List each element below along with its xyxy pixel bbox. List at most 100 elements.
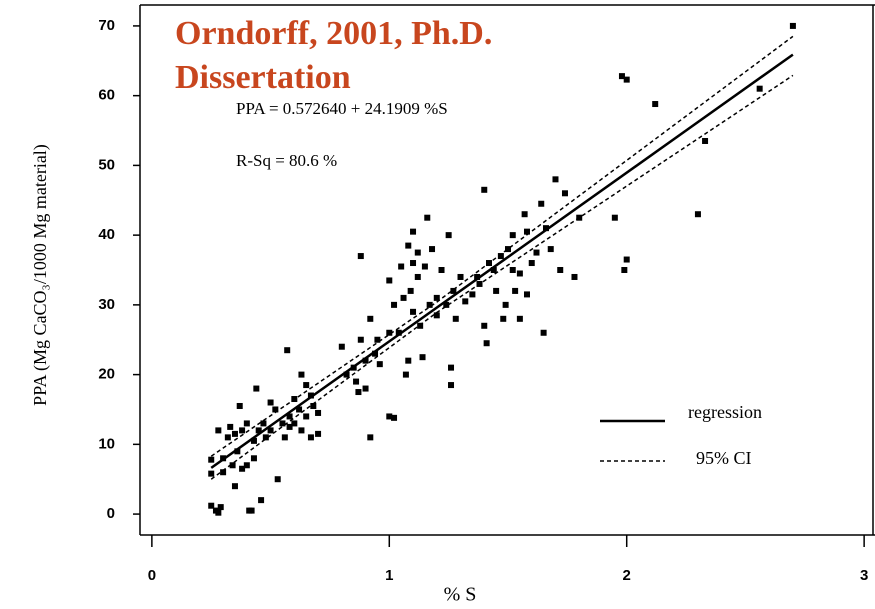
point [502, 301, 509, 308]
chart-title: Dissertation [175, 59, 351, 96]
point [538, 200, 545, 207]
point [307, 434, 314, 441]
point [253, 385, 260, 392]
point [512, 287, 519, 294]
point [395, 329, 402, 336]
point [433, 312, 440, 319]
point [433, 294, 440, 301]
point [281, 434, 288, 441]
point [208, 470, 215, 477]
y-tick-label: 50 [98, 156, 115, 173]
point [540, 329, 547, 336]
point [481, 322, 488, 329]
point [505, 246, 511, 253]
point [523, 228, 530, 235]
point [386, 329, 393, 336]
point [438, 267, 445, 273]
point [376, 361, 383, 368]
point [789, 22, 796, 29]
point [533, 249, 540, 256]
point [483, 340, 490, 347]
legend-label: 95% CI [696, 448, 752, 468]
ci-lower [210, 74, 794, 480]
point [561, 190, 568, 197]
chart-title: Orndorff, 2001, Ph.D. [175, 15, 492, 52]
point [474, 273, 481, 280]
point [407, 287, 414, 294]
point [509, 267, 516, 273]
point [343, 371, 350, 378]
x-tick-label: 3 [860, 567, 868, 584]
point [386, 277, 393, 284]
point [220, 469, 227, 476]
point [509, 232, 516, 239]
point [231, 483, 238, 490]
point [367, 434, 374, 441]
point [445, 232, 452, 239]
point [267, 427, 274, 434]
point [424, 214, 431, 221]
point [272, 406, 279, 413]
point [355, 389, 362, 396]
point [208, 456, 215, 463]
legend-label: regression [688, 402, 762, 422]
y-tick-label: 20 [98, 366, 115, 383]
point [239, 465, 246, 472]
point [367, 315, 374, 322]
point [303, 382, 310, 389]
point [410, 260, 417, 267]
point [243, 462, 250, 469]
point [702, 137, 709, 144]
y-tick-label: 30 [98, 296, 115, 313]
point [618, 73, 625, 80]
point [443, 301, 450, 308]
point [623, 256, 630, 263]
point [250, 437, 257, 444]
point [481, 186, 488, 193]
point [547, 246, 554, 253]
point [391, 301, 398, 308]
point [215, 509, 222, 516]
point [652, 101, 659, 108]
point [552, 176, 559, 183]
point [357, 253, 364, 260]
point [353, 378, 360, 385]
point [386, 413, 393, 420]
point [694, 211, 701, 218]
point [274, 476, 281, 483]
ci-upper [210, 35, 794, 457]
point [500, 315, 507, 322]
point [310, 402, 317, 409]
point [229, 462, 236, 469]
point [521, 211, 528, 218]
point [284, 347, 291, 354]
point [286, 413, 293, 420]
point [258, 497, 265, 504]
y-tick-label: 10 [98, 435, 115, 452]
point [756, 85, 763, 92]
x-tick-label: 1 [385, 567, 393, 584]
point [296, 406, 303, 413]
point [410, 228, 417, 235]
point [291, 420, 298, 427]
point [611, 214, 618, 221]
point [490, 267, 497, 273]
point [243, 420, 250, 427]
point [303, 413, 310, 420]
point [224, 434, 231, 441]
y-tick-label: 40 [98, 226, 115, 243]
point [621, 267, 628, 273]
point [217, 504, 224, 511]
point [372, 350, 379, 357]
point [374, 336, 381, 343]
y-tick-label: 0 [107, 505, 115, 522]
point [398, 263, 405, 270]
point [557, 267, 564, 273]
point [623, 76, 630, 83]
point [362, 385, 369, 392]
point [279, 420, 286, 427]
point [208, 502, 215, 509]
point [410, 308, 417, 315]
point [255, 427, 262, 434]
